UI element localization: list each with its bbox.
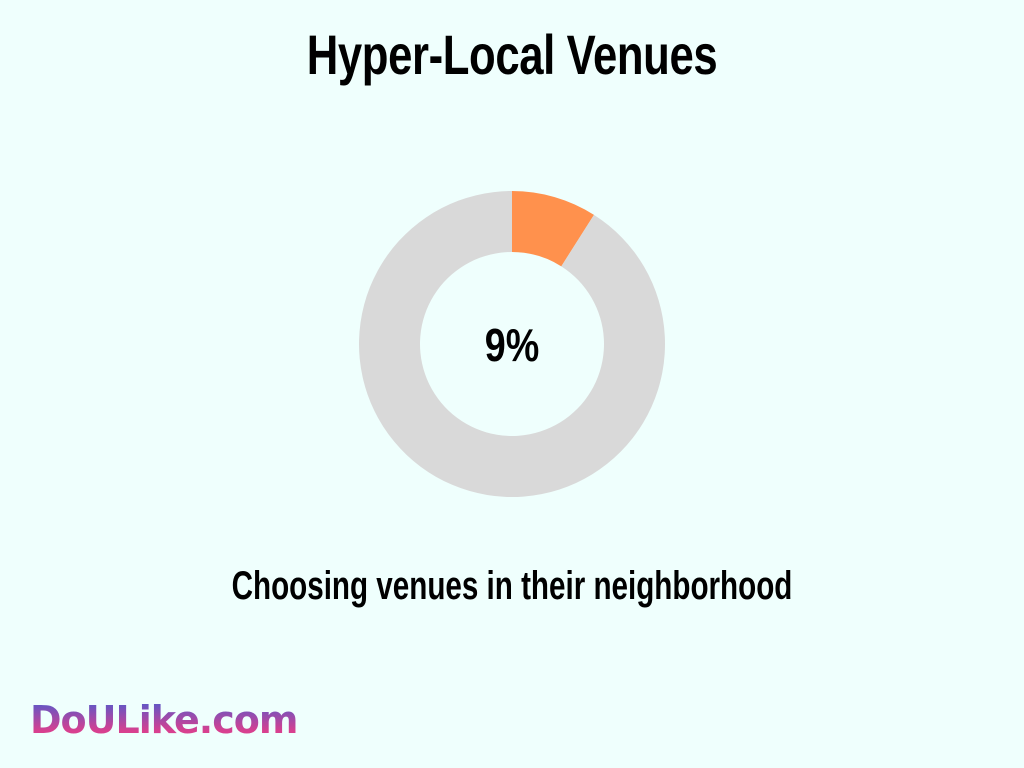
center-percentage-label: 9% <box>484 319 540 371</box>
chart-caption: Choosing venues in their neighborhood <box>231 564 793 608</box>
chart-title: Hyper-Local Venues <box>306 23 718 86</box>
donut-slice-highlight <box>512 191 594 267</box>
donut-slice-remainder <box>359 191 666 497</box>
doulike-logo: DoULike.com <box>30 698 298 742</box>
